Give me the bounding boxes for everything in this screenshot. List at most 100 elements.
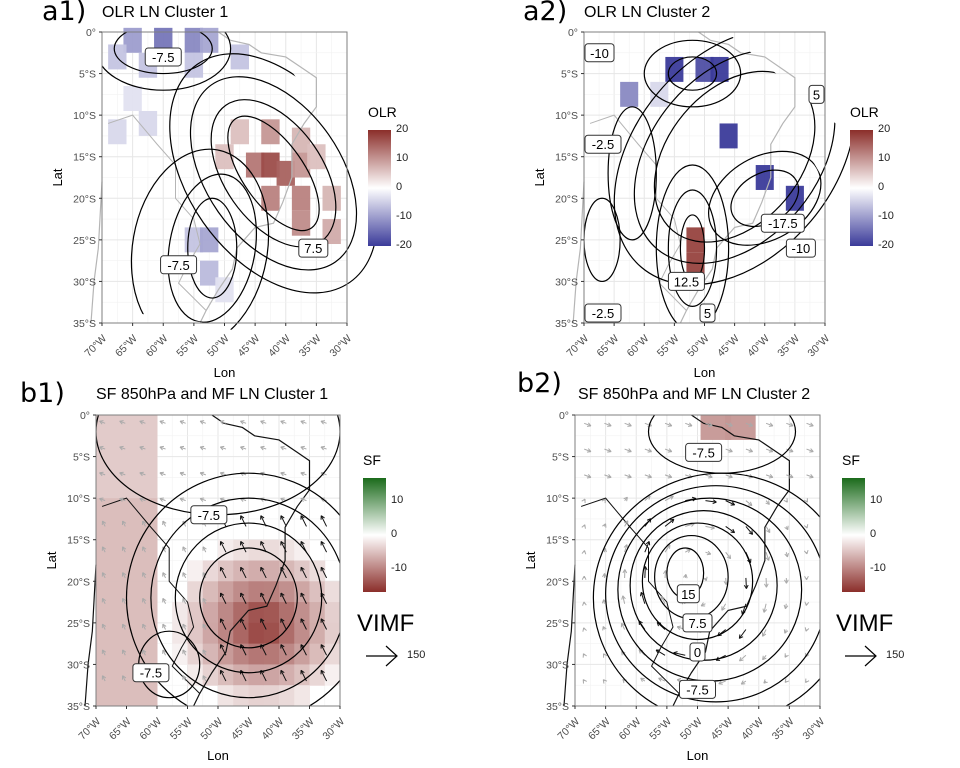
contour-label: -17.5 bbox=[768, 216, 798, 231]
flux-vector bbox=[139, 497, 146, 502]
flux-vector bbox=[685, 422, 693, 427]
flux-vector bbox=[182, 597, 187, 604]
sf-tile bbox=[96, 622, 112, 645]
flux-vector bbox=[765, 526, 771, 534]
flux-vector bbox=[806, 422, 814, 427]
y-tick-label: 20°S bbox=[546, 576, 569, 588]
flux-vector bbox=[602, 573, 607, 578]
colorbar-tick-label: -10 bbox=[878, 210, 894, 222]
flux-vector bbox=[99, 445, 106, 451]
contour-label-box bbox=[584, 43, 615, 63]
contour-label-box bbox=[676, 584, 700, 604]
contour-label: -2.5 bbox=[592, 306, 614, 321]
y-tick-label: 15°S bbox=[67, 535, 90, 547]
y-tick-label: 15°S bbox=[546, 535, 569, 547]
coastline bbox=[572, 181, 585, 324]
flux-vector bbox=[804, 601, 810, 606]
flux-vector bbox=[300, 618, 307, 630]
x-tick-label: 65°W bbox=[586, 716, 613, 743]
panel-title-b2: SF 850hPa and MF LN Cluster 2 bbox=[578, 386, 811, 403]
y-axis-title: Lat bbox=[532, 168, 547, 186]
panel-label-b1: b1) bbox=[20, 378, 65, 409]
sf-tile bbox=[141, 643, 158, 665]
sf-tile bbox=[96, 581, 112, 603]
flux-vector bbox=[320, 669, 328, 682]
contour-label: 12.5 bbox=[674, 274, 699, 289]
contour-line bbox=[189, 76, 358, 271]
x-axis-title: Lon bbox=[687, 748, 709, 763]
flux-vector bbox=[581, 524, 586, 529]
sf-tile bbox=[248, 581, 265, 603]
contour-line bbox=[187, 197, 238, 299]
contour-line bbox=[607, 106, 657, 241]
y-tick-label: 15°S bbox=[73, 152, 96, 164]
sf-tile bbox=[141, 581, 158, 603]
flux-vector bbox=[765, 552, 770, 561]
y-tick-label: 0° bbox=[568, 27, 578, 39]
sf-tile bbox=[294, 560, 310, 582]
country-border bbox=[580, 497, 680, 694]
flux-vector bbox=[582, 601, 587, 606]
x-tick-label: 40°W bbox=[266, 333, 293, 360]
flux-vector bbox=[280, 497, 287, 502]
contour-line bbox=[167, 173, 258, 323]
flux-vector bbox=[763, 577, 769, 588]
sf-tile bbox=[111, 643, 127, 665]
x-tick-label: 60°W bbox=[625, 333, 652, 360]
y-tick-label: 10°S bbox=[555, 110, 578, 122]
flux-vector bbox=[121, 597, 127, 604]
contour-label: -7.5 bbox=[140, 666, 162, 681]
flux-vector bbox=[121, 546, 127, 553]
flux-vector bbox=[119, 471, 126, 477]
x-tick-label: 30°W bbox=[320, 716, 347, 743]
flux-vector bbox=[786, 448, 794, 453]
colorbar-tick-label: -10 bbox=[391, 562, 407, 575]
sf-tile bbox=[233, 664, 249, 686]
olr-tile bbox=[123, 86, 142, 111]
sf-tile bbox=[126, 477, 143, 499]
flux-vector bbox=[202, 649, 207, 656]
sf-tile bbox=[294, 643, 310, 665]
colorbar bbox=[368, 130, 391, 246]
sf-tile bbox=[141, 685, 158, 707]
sf-tile bbox=[141, 518, 158, 541]
sf-tile bbox=[248, 622, 265, 645]
flux-vector bbox=[219, 445, 227, 451]
sf-tile bbox=[187, 560, 204, 582]
olr-tile bbox=[200, 260, 219, 286]
contour-label-box bbox=[584, 134, 622, 154]
flux-vector bbox=[280, 541, 287, 553]
sf-tile bbox=[324, 643, 341, 665]
x-tick-label: 35°W bbox=[770, 716, 797, 743]
y-tick-label: 35°S bbox=[555, 318, 578, 330]
sf-tile bbox=[202, 581, 219, 603]
contour-label-box bbox=[808, 84, 825, 104]
map-b1: -7.5 -7.5 0° 5°S 10°S 15°S 20°S 25°S 30°S 35°S 70°… bbox=[44, 410, 347, 763]
colorbar-tick-label: -20 bbox=[396, 239, 412, 251]
sf-tile bbox=[324, 581, 341, 603]
flux-vector bbox=[582, 653, 587, 658]
sf-tile bbox=[309, 622, 326, 645]
flux-vector bbox=[584, 422, 592, 427]
y-tick-label: 10°S bbox=[546, 493, 569, 505]
sf-tile bbox=[96, 602, 112, 624]
vimf-legend-title: VIMF bbox=[357, 610, 415, 637]
sf-tile bbox=[111, 415, 127, 437]
sf-tile bbox=[111, 685, 127, 707]
x-tick-label: 60°W bbox=[137, 716, 164, 743]
flux-vector bbox=[280, 592, 287, 604]
sf-tile bbox=[279, 685, 295, 707]
sf-tile bbox=[248, 685, 265, 707]
flux-vector bbox=[179, 420, 186, 425]
vimf-reference-arrow bbox=[366, 645, 398, 667]
flux-vector bbox=[602, 679, 608, 684]
sf-tile bbox=[96, 664, 112, 686]
flux-vector bbox=[581, 498, 586, 504]
flux-vector bbox=[804, 575, 809, 581]
colorbar-tick-label: 20 bbox=[396, 123, 409, 135]
x-tick-label: 65°W bbox=[113, 333, 140, 360]
flux-vector bbox=[219, 644, 227, 656]
flux-vector bbox=[783, 603, 789, 610]
flux-vector bbox=[320, 644, 328, 656]
sf-tile bbox=[309, 643, 326, 665]
